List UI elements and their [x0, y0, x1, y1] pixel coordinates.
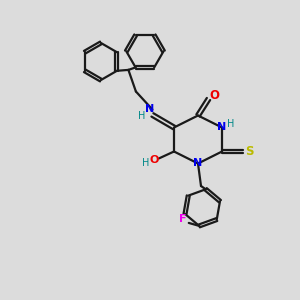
- Text: N: N: [218, 122, 226, 133]
- Text: S: S: [245, 145, 254, 158]
- Text: H: H: [138, 111, 146, 122]
- Text: H: H: [227, 119, 235, 129]
- Text: H: H: [142, 158, 149, 169]
- Text: O: O: [209, 89, 219, 102]
- Text: F: F: [179, 214, 187, 224]
- Text: N: N: [194, 158, 202, 169]
- Text: N: N: [146, 104, 154, 115]
- Text: O: O: [149, 155, 159, 165]
